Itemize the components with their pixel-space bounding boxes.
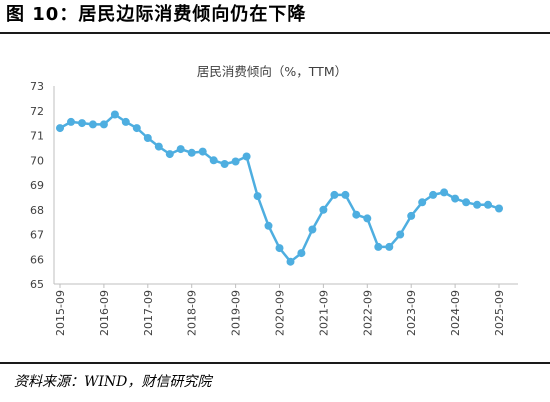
data-point — [319, 205, 328, 214]
y-tick-label: 72 — [30, 105, 44, 118]
chart-title: 居民消费倾向（%，TTM） — [197, 64, 347, 79]
data-point — [198, 147, 207, 156]
data-point — [429, 190, 438, 199]
data-point — [462, 198, 471, 207]
x-tick-label: 2023-09 — [405, 290, 418, 336]
data-point — [341, 190, 350, 199]
series-line — [59, 113, 500, 263]
data-point — [473, 200, 482, 209]
data-point — [407, 211, 416, 220]
data-point — [143, 134, 152, 142]
data-point — [220, 160, 229, 168]
data-point — [451, 194, 460, 203]
x-tick-label: 2019-09 — [230, 290, 243, 336]
y-tick-label: 67 — [30, 229, 44, 242]
x-tick-label: 2017-09 — [142, 290, 155, 336]
figure-title: 图 10：居民边际消费倾向仍在下降 — [6, 4, 307, 25]
y-tick-label: 65 — [30, 278, 44, 291]
data-point — [396, 230, 405, 239]
data-point — [418, 198, 427, 207]
x-tick-label: 2024-09 — [449, 290, 462, 336]
data-point — [209, 156, 218, 165]
data-point — [297, 249, 306, 258]
y-tick-label: 71 — [30, 130, 44, 143]
data-point — [187, 148, 196, 157]
x-tick-label: 2015-09 — [54, 290, 67, 336]
source-note: 资料来源：WIND，财信研究院 — [14, 374, 212, 390]
x-axis-ticks: 2015-09 2016-09 2017-09 2018-09 2019-09 2020-… — [54, 284, 506, 336]
data-point — [275, 244, 284, 253]
data-point — [110, 110, 119, 119]
y-tick-label: 69 — [30, 179, 44, 192]
data-point — [352, 210, 361, 219]
data-point — [308, 225, 317, 234]
data-point — [78, 119, 86, 128]
data-point — [56, 124, 64, 133]
data-point — [330, 190, 339, 199]
data-point — [88, 120, 97, 129]
data-point — [132, 124, 141, 133]
x-tick-label: 2022-09 — [361, 290, 374, 336]
data-point — [286, 257, 295, 266]
data-point — [242, 152, 251, 161]
data-point — [67, 117, 75, 126]
data-point — [363, 214, 372, 223]
data-point — [154, 142, 163, 151]
data-point — [440, 188, 449, 197]
y-tick-label: 68 — [30, 204, 44, 217]
x-tick-label: 2025-09 — [493, 290, 506, 336]
x-tick-label: 2021-09 — [317, 290, 330, 336]
data-point — [385, 242, 394, 251]
x-tick-label: 2018-09 — [186, 290, 199, 336]
data-point — [253, 192, 262, 201]
line-chart: 居民消费倾向（%，TTM） 65 66 67 68 69 70 71 72 73 2015-09… — [30, 64, 518, 336]
data-point — [121, 117, 130, 126]
top-rule — [0, 32, 550, 34]
data-point — [484, 200, 492, 209]
data-point — [165, 150, 174, 159]
data-point — [99, 120, 108, 129]
x-tick-label: 2020-09 — [274, 290, 287, 336]
bottom-rule — [0, 362, 550, 364]
data-point — [374, 242, 383, 251]
data-point — [495, 204, 503, 213]
data-point — [176, 145, 185, 154]
data-point — [264, 221, 273, 230]
data-point — [231, 157, 240, 166]
series-markers — [56, 110, 503, 266]
y-tick-label: 73 — [30, 80, 44, 93]
y-tick-label: 66 — [30, 253, 44, 266]
x-tick-label: 2016-09 — [98, 290, 111, 336]
y-axis-ticks: 65 66 67 68 69 70 71 72 73 — [30, 80, 44, 291]
y-tick-label: 70 — [30, 154, 44, 167]
